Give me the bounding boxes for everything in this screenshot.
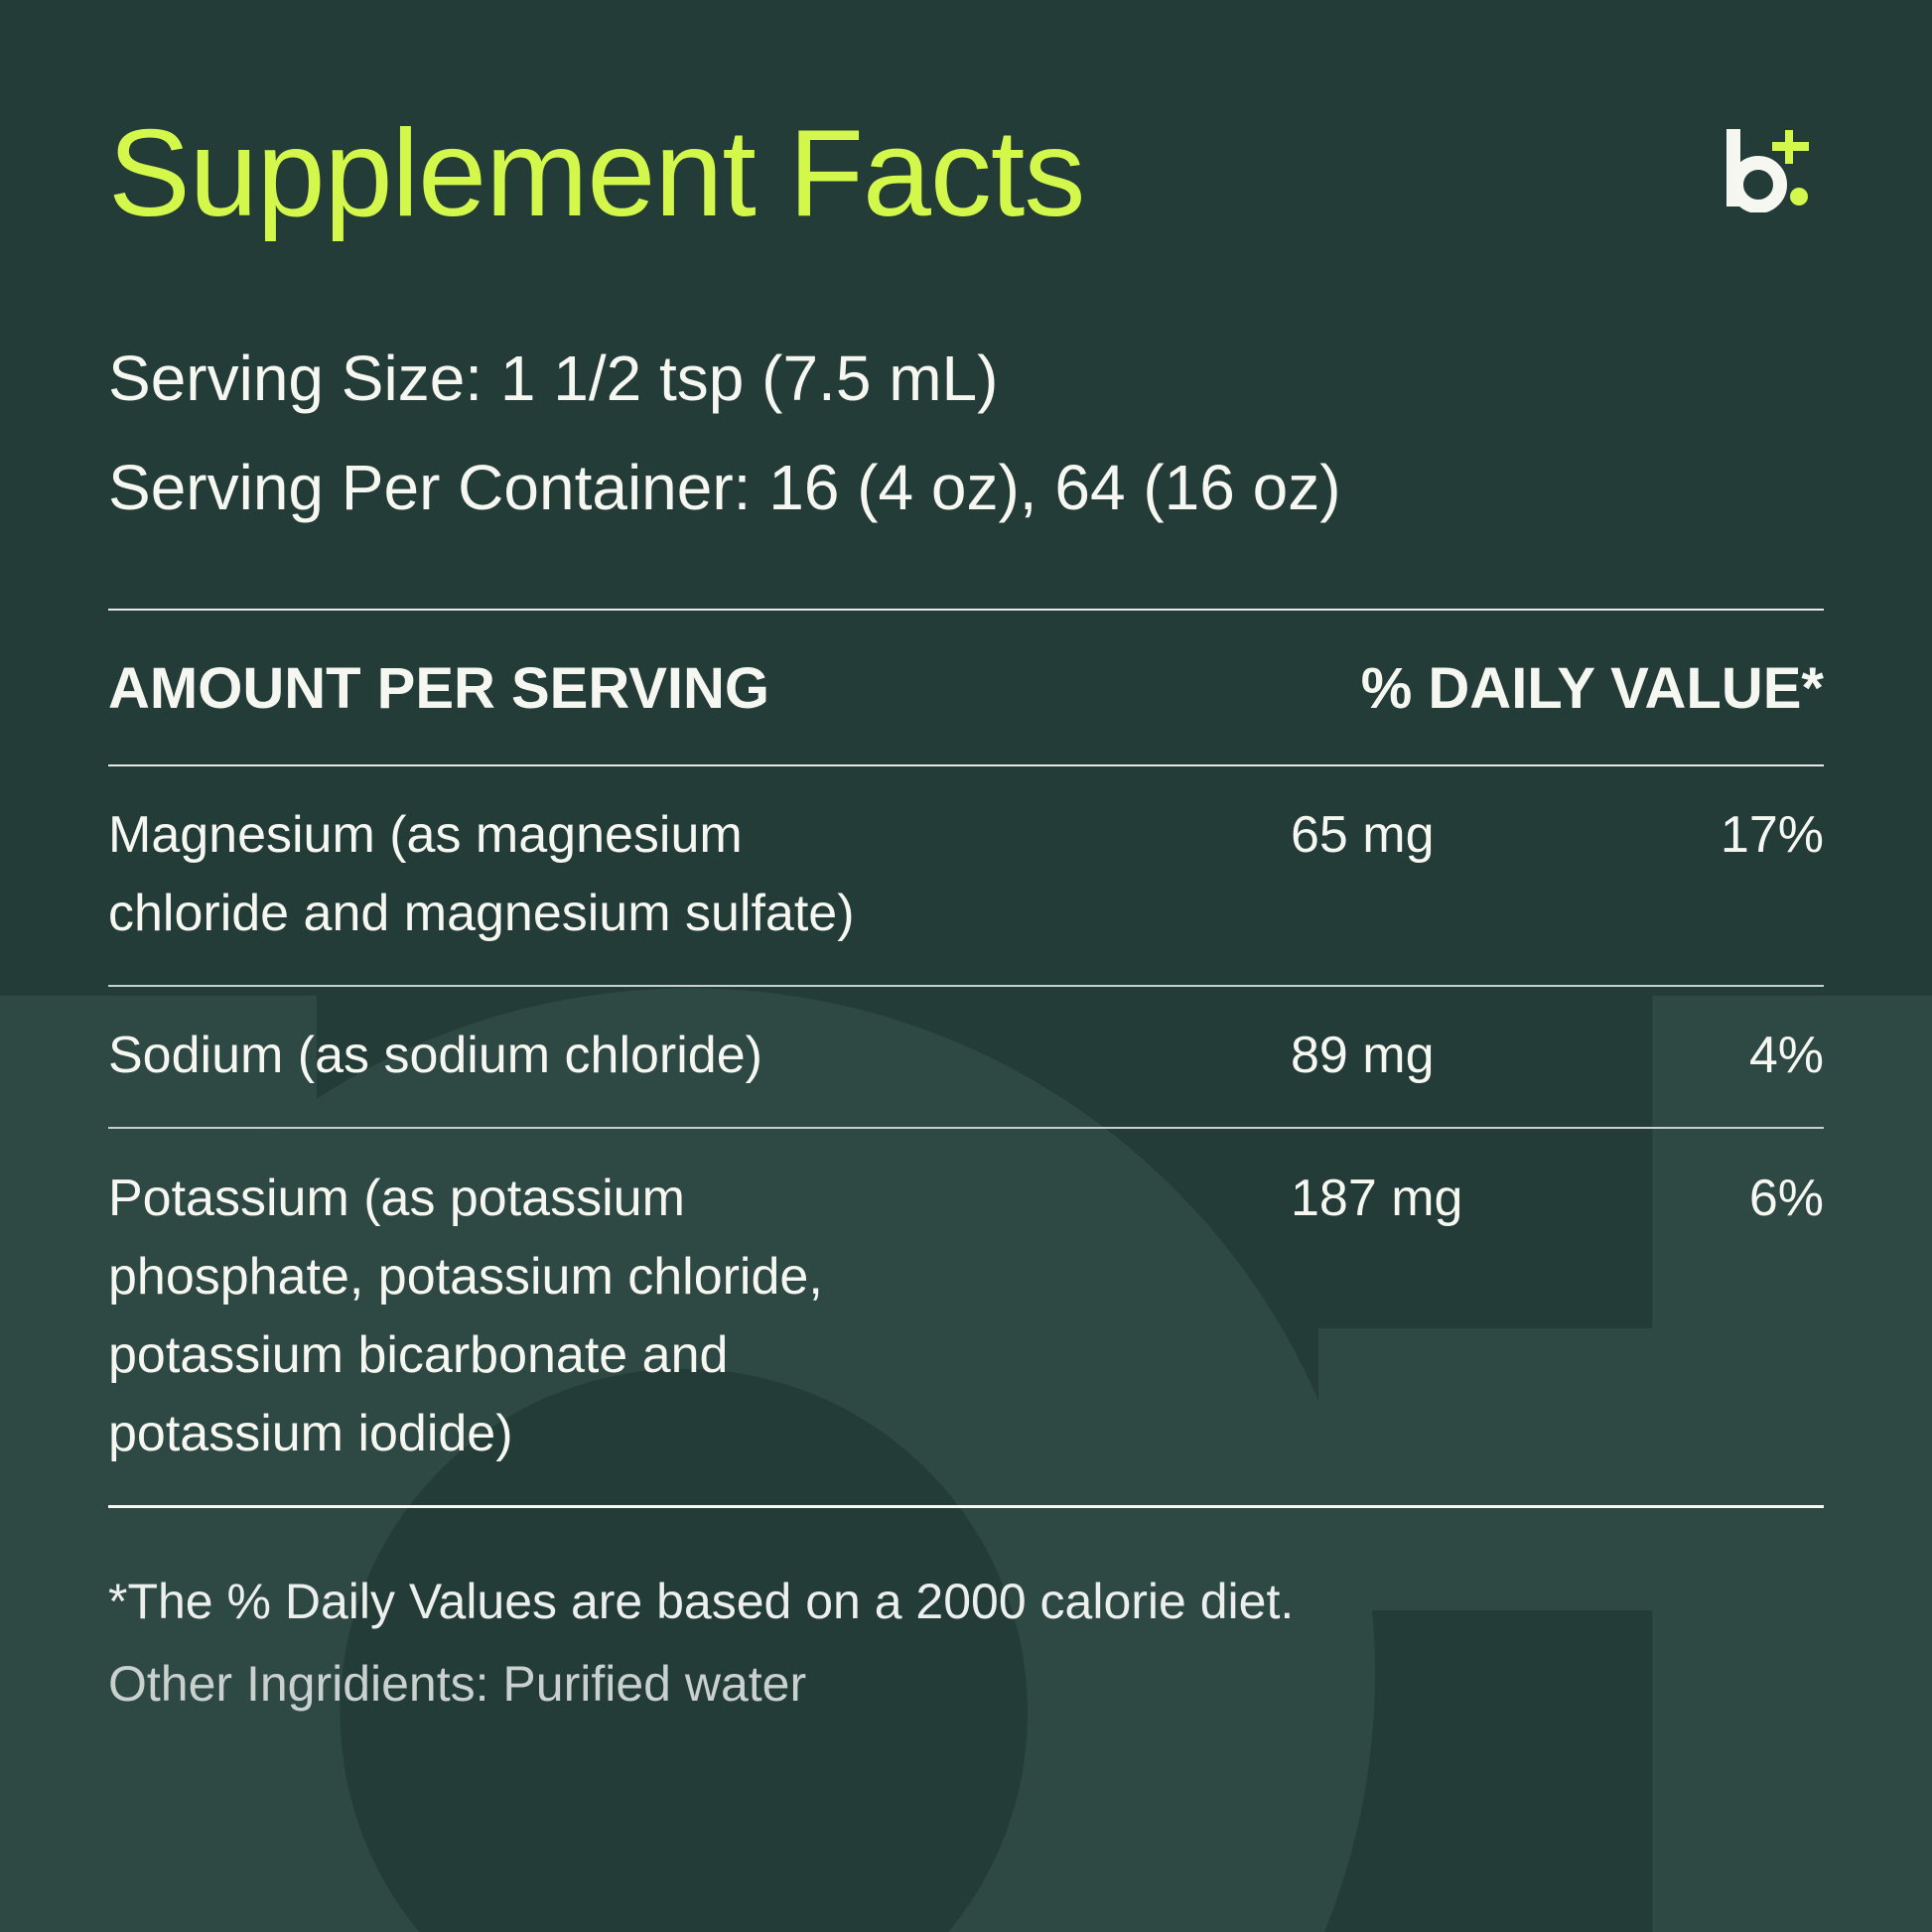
nutrient-name-line: chloride and magnesium sulfate)	[108, 885, 855, 942]
nutrient-daily-value: 4%	[1748, 1027, 1824, 1084]
nutrient-name-line: Sodium (as sodium chloride)	[108, 1027, 762, 1084]
serving-size: Serving Size: 1 1/2 tsp (7.5 mL)	[108, 343, 999, 414]
nutrient-name-line: potassium iodide)	[108, 1405, 513, 1462]
nutrient-amount: 187 mg	[1291, 1170, 1463, 1227]
divider	[108, 764, 1824, 766]
watermark-bowl	[4, 988, 1376, 1932]
page-title: Supplement Facts	[108, 105, 1085, 242]
daily-value-footnote: *The % Daily Values are based on a 2000 …	[108, 1574, 1295, 1629]
divider	[108, 1127, 1824, 1129]
header-amount-per-serving: AMOUNT PER SERVING	[108, 656, 770, 721]
nutrient-name-line: Potassium (as potassium	[108, 1170, 685, 1227]
divider	[108, 609, 1824, 611]
nutrient-amount: 65 mg	[1291, 806, 1435, 864]
nutrient-name-line: potassium bicarbonate and	[108, 1326, 729, 1384]
divider	[108, 985, 1824, 987]
other-ingredients: Other Ingridients: Purified water	[108, 1656, 807, 1712]
nutrient-name-line: phosphate, potassium chloride,	[108, 1248, 823, 1306]
nutrient-amount: 89 mg	[1291, 1027, 1435, 1084]
nutrient-daily-value: 6%	[1748, 1170, 1824, 1227]
servings-per-container: Serving Per Container: 16 (4 oz), 64 (16…	[108, 452, 1341, 523]
nutrient-daily-value: 17%	[1720, 806, 1824, 864]
header-daily-value: % DAILY VALUE*	[1360, 656, 1824, 721]
brand-logo	[1726, 129, 1809, 212]
watermark-plus-horizontal	[1317, 1327, 1932, 1611]
divider	[108, 1505, 1824, 1508]
nutrient-name-line: Magnesium (as magnesium	[108, 806, 743, 864]
